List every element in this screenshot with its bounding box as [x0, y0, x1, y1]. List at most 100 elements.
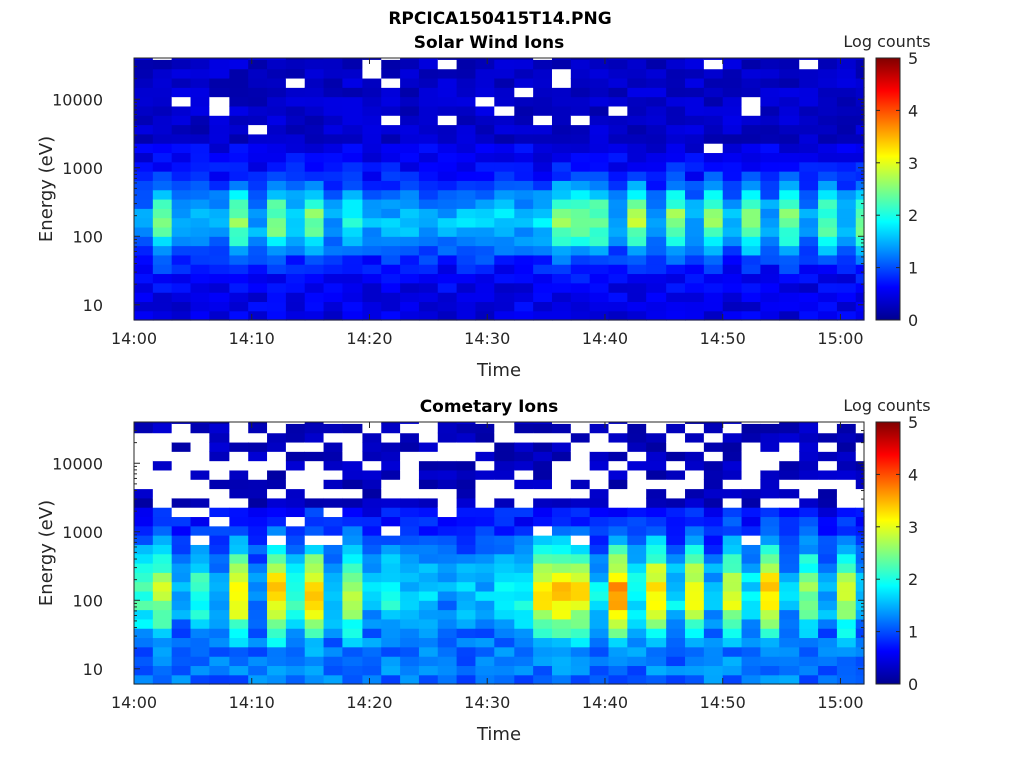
heatmap-cell [855, 423, 865, 434]
heatmap-cell [589, 674, 610, 685]
heatmap-cell [608, 236, 628, 247]
heatmap-cell [475, 432, 495, 443]
heatmap-cell [494, 628, 515, 639]
heatmap-cell [514, 618, 534, 629]
heatmap-cell [134, 516, 154, 527]
heatmap-cell [855, 180, 865, 191]
heatmap-cell [703, 516, 724, 527]
heatmap-cell [589, 124, 610, 135]
heatmap-cell [855, 488, 865, 499]
heatmap-cell [323, 422, 343, 424]
heatmap-cell [381, 581, 401, 592]
heatmap-cell [836, 217, 857, 228]
heatmap-cell [514, 96, 534, 107]
heatmap-cell [494, 572, 515, 583]
heatmap-cell [248, 236, 268, 247]
heatmap-cell [475, 133, 495, 144]
heatmap-cell [779, 451, 800, 462]
heatmap-cell [418, 171, 439, 181]
heatmap-cell [494, 189, 515, 200]
panel-solar-wind: 14:00 14:10 14:20 14:30 14:40 14:50 15:0010100… [36, 32, 931, 381]
heatmap-cell [855, 646, 865, 657]
heatmap-cell [190, 59, 210, 70]
heatmap-cell [760, 646, 780, 657]
heatmap-cell [209, 292, 230, 303]
heatmap-cell [209, 310, 230, 321]
heatmap-cell [608, 441, 628, 452]
heatmap-cell [456, 226, 477, 237]
heatmap-cell [304, 180, 325, 191]
heatmap-cell [608, 460, 628, 471]
heatmap-cell [494, 124, 515, 135]
heatmap-cell [342, 423, 364, 434]
heatmap-cell [836, 460, 857, 471]
heatmap-cell [304, 59, 325, 70]
heatmap-cell [685, 535, 705, 545]
heatmap-cell [551, 590, 572, 601]
heatmap-cell [627, 525, 647, 536]
heatmap-cell [818, 665, 838, 676]
heatmap-cell [229, 105, 249, 116]
heatmap-cell [342, 217, 364, 228]
heatmap-cell [703, 180, 724, 191]
heatmap-cell [760, 507, 780, 518]
heatmap-cell [381, 245, 401, 256]
heatmap-cell [818, 516, 838, 527]
heatmap-cell [551, 507, 572, 518]
heatmap-cell [437, 115, 458, 126]
heatmap-cell [646, 544, 667, 555]
heatmap-cell [456, 553, 477, 564]
heatmap-cell [685, 124, 705, 135]
heatmap-cell [589, 637, 610, 648]
heatmap-cell [855, 525, 865, 536]
heatmap-cell [152, 87, 173, 98]
heatmap-cell [209, 96, 230, 107]
heatmap-cell [722, 637, 743, 648]
heatmap-cell [703, 245, 724, 256]
heatmap-cell [152, 535, 173, 545]
heatmap-cell [152, 441, 173, 452]
heatmap-cell [171, 451, 192, 462]
heatmap-cell [475, 637, 495, 648]
heatmap-cell [703, 451, 724, 462]
heatmap-cell [760, 87, 780, 98]
heatmap-cell [666, 665, 686, 676]
heatmap-cell [494, 198, 515, 209]
heatmap-cell [381, 171, 401, 181]
heatmap-cell [608, 581, 628, 592]
heatmap-cell [836, 572, 857, 583]
heatmap-cell [475, 618, 495, 629]
heatmap-cell [267, 432, 287, 443]
heatmap-cell [190, 581, 210, 592]
heatmap-cell [342, 535, 364, 545]
heatmap-cell [362, 637, 382, 648]
heatmap-cell [533, 208, 553, 219]
heatmap-cell [418, 208, 439, 219]
heatmap-cell [799, 96, 819, 107]
heatmap-cell [362, 590, 382, 601]
heatmap-cell [818, 189, 838, 200]
heatmap-cell [456, 460, 477, 471]
heatmap-cell [437, 600, 458, 611]
heatmap-cell [285, 282, 306, 293]
heatmap-cell [285, 469, 306, 480]
heatmap-cell [475, 292, 495, 303]
heatmap-cell [533, 460, 553, 471]
heatmap-cell [855, 479, 865, 490]
heatmap-cell [799, 58, 819, 60]
heatmap-cell [703, 628, 724, 639]
heatmap-cell [400, 226, 420, 237]
heatmap-cell [818, 432, 838, 443]
heatmap-cell [418, 180, 439, 191]
heatmap-cell [741, 198, 761, 209]
heatmap-cell [779, 665, 800, 676]
heatmap-cell [818, 600, 838, 611]
heatmap-cell [760, 674, 780, 685]
heatmap-cell [703, 590, 724, 601]
heatmap-cell [437, 469, 458, 480]
heatmap-cell [666, 525, 686, 536]
heatmap-cell [209, 600, 230, 611]
heatmap-cell [646, 87, 667, 98]
heatmap-cell [685, 133, 705, 144]
